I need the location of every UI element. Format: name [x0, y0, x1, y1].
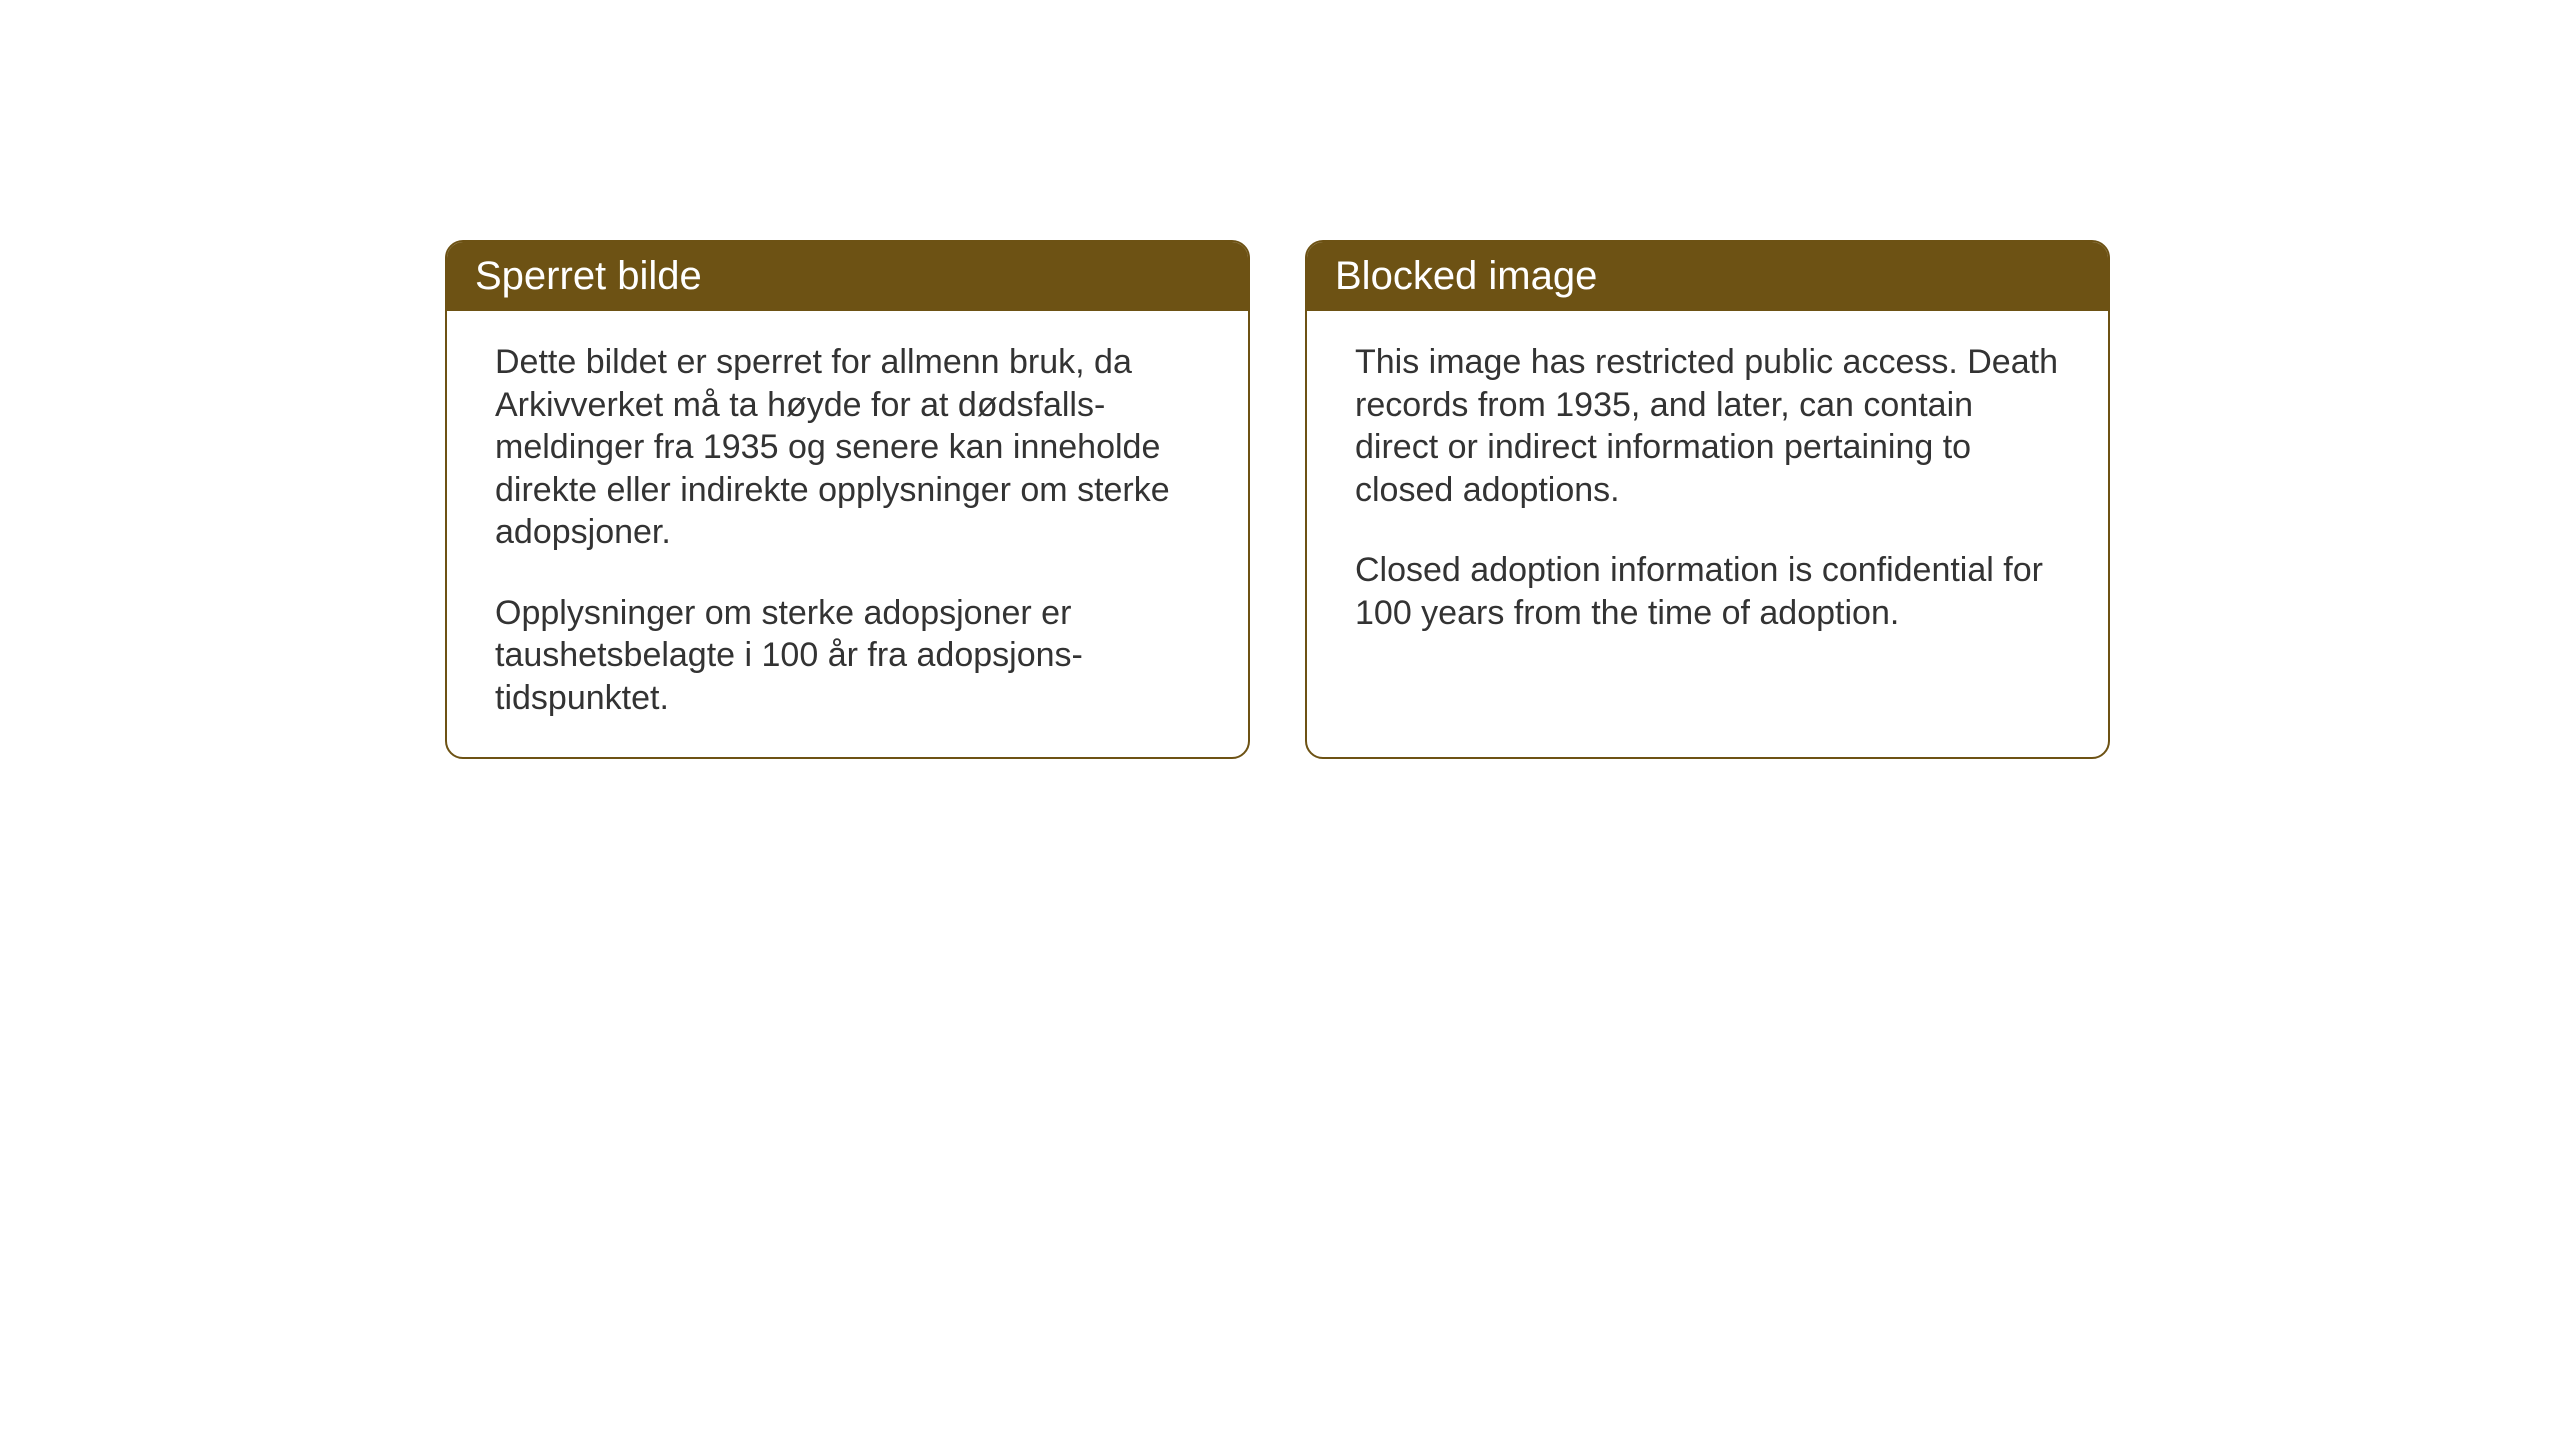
- cards-container: Sperret bilde Dette bildet er sperret fo…: [445, 240, 2110, 759]
- english-card-header: Blocked image: [1307, 242, 2108, 311]
- norwegian-paragraph-1: Dette bildet er sperret for allmenn bruk…: [495, 341, 1200, 554]
- norwegian-card-title: Sperret bilde: [475, 254, 702, 298]
- english-card-body: This image has restricted public access.…: [1307, 311, 2108, 751]
- norwegian-card-header: Sperret bilde: [447, 242, 1248, 311]
- english-paragraph-2: Closed adoption information is confident…: [1355, 549, 2060, 634]
- english-card: Blocked image This image has restricted …: [1305, 240, 2110, 759]
- english-card-title: Blocked image: [1335, 254, 1597, 298]
- norwegian-paragraph-2: Opplysninger om sterke adopsjoner er tau…: [495, 592, 1200, 720]
- norwegian-card: Sperret bilde Dette bildet er sperret fo…: [445, 240, 1250, 759]
- norwegian-card-body: Dette bildet er sperret for allmenn bruk…: [447, 311, 1248, 757]
- english-paragraph-1: This image has restricted public access.…: [1355, 341, 2060, 511]
